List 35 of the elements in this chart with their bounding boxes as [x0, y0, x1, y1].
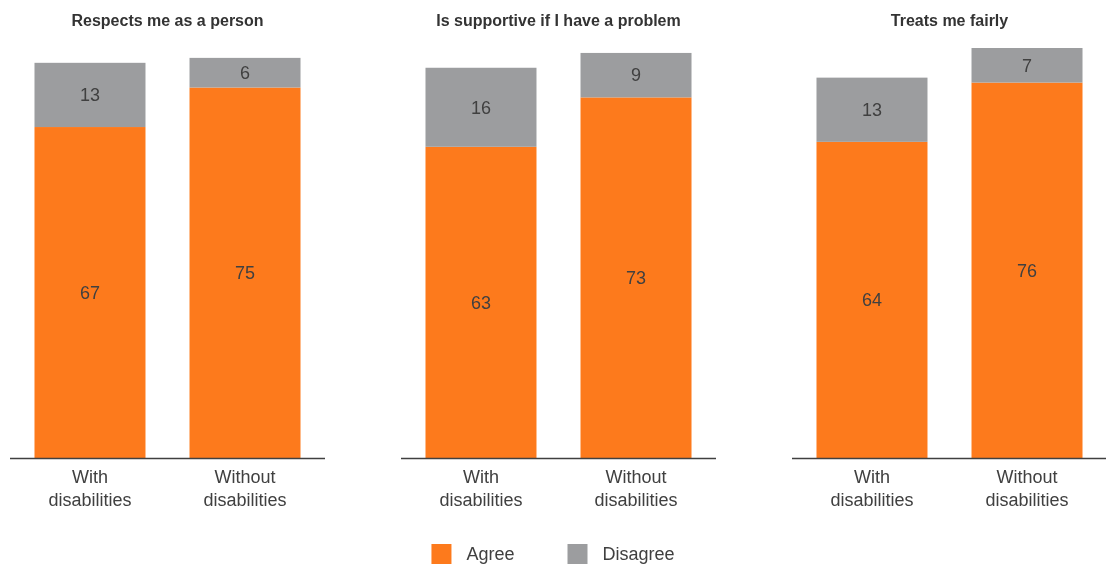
bar	[425, 67, 537, 147]
data-label: 67	[79, 282, 101, 303]
data-label: 76	[1016, 260, 1038, 281]
data-label: 9	[631, 65, 642, 86]
bar	[34, 127, 146, 458]
data-label: 73	[625, 268, 647, 288]
bar	[580, 52, 692, 98]
x-tick-label: Without disabilities	[594, 467, 678, 510]
data-label: 16	[470, 97, 492, 118]
x-tick-label: With disabilities	[439, 467, 523, 510]
data-label: 13	[861, 100, 883, 121]
bar	[425, 146, 537, 458]
data-label: 6	[240, 63, 251, 83]
x-tick-label: Without disabilities	[985, 467, 1069, 510]
bar	[189, 87, 301, 458]
legend-label: Agree	[466, 544, 515, 565]
x-tick-label: Without disabilities	[203, 467, 287, 510]
bar	[580, 97, 692, 458]
data-label: 75	[234, 263, 256, 284]
x-tick-label: With disabilities	[830, 467, 914, 510]
bar	[971, 48, 1083, 83]
bar	[816, 141, 928, 458]
data-label: 63	[470, 292, 492, 313]
bar	[34, 62, 146, 128]
data-label: 64	[861, 290, 883, 311]
bar	[816, 77, 928, 142]
data-label: 13	[79, 85, 101, 106]
x-tick-label: With disabilities	[48, 467, 132, 510]
chart-title: Is supportive if I have a problem	[436, 12, 681, 29]
chart-title: Treats me fairly	[890, 12, 1009, 29]
bar	[971, 82, 1083, 458]
data-label: 7	[1022, 55, 1033, 76]
bar	[189, 57, 301, 88]
legend-label: Disagree	[602, 544, 675, 565]
chart-title: Respects me as a person	[71, 12, 264, 29]
